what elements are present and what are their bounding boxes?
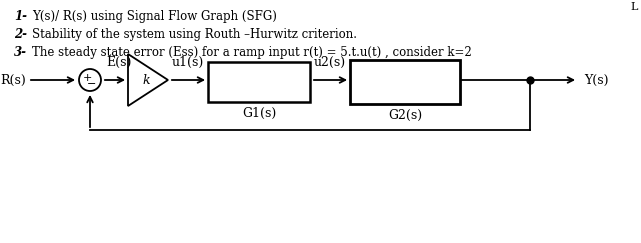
Text: G2(s): G2(s) xyxy=(388,109,422,122)
Text: Y(s)/ R(s) using Signal Flow Graph (SFG): Y(s)/ R(s) using Signal Flow Graph (SFG) xyxy=(32,10,277,23)
Text: 1-: 1- xyxy=(14,10,27,23)
Bar xyxy=(208,62,310,102)
Text: $s^2 + 3s$: $s^2 + 3s$ xyxy=(383,84,428,100)
Text: G1(s): G1(s) xyxy=(242,107,276,120)
Text: Y(s): Y(s) xyxy=(584,73,608,87)
Text: $1$: $1$ xyxy=(400,66,410,80)
Text: u2(s): u2(s) xyxy=(314,56,346,69)
Text: 3-: 3- xyxy=(14,46,27,59)
Bar xyxy=(350,60,460,104)
Text: 2-: 2- xyxy=(14,28,27,41)
Text: $s + 15$: $s + 15$ xyxy=(240,68,278,80)
Text: E(s): E(s) xyxy=(106,56,131,69)
Text: $s + 2$: $s + 2$ xyxy=(244,85,274,97)
Text: k: k xyxy=(142,73,150,87)
Text: u1(s): u1(s) xyxy=(172,56,204,69)
Text: +: + xyxy=(82,73,92,83)
Text: R(s): R(s) xyxy=(0,73,26,87)
Text: −: − xyxy=(87,79,97,89)
Text: L: L xyxy=(630,2,637,12)
Text: Stability of the system using Routh –Hurwitz criterion.: Stability of the system using Routh –Hur… xyxy=(32,28,357,41)
Text: The steady state error (Ess) for a ramp input r(t) = 5.t.u(t) , consider k=2: The steady state error (Ess) for a ramp … xyxy=(32,46,472,59)
